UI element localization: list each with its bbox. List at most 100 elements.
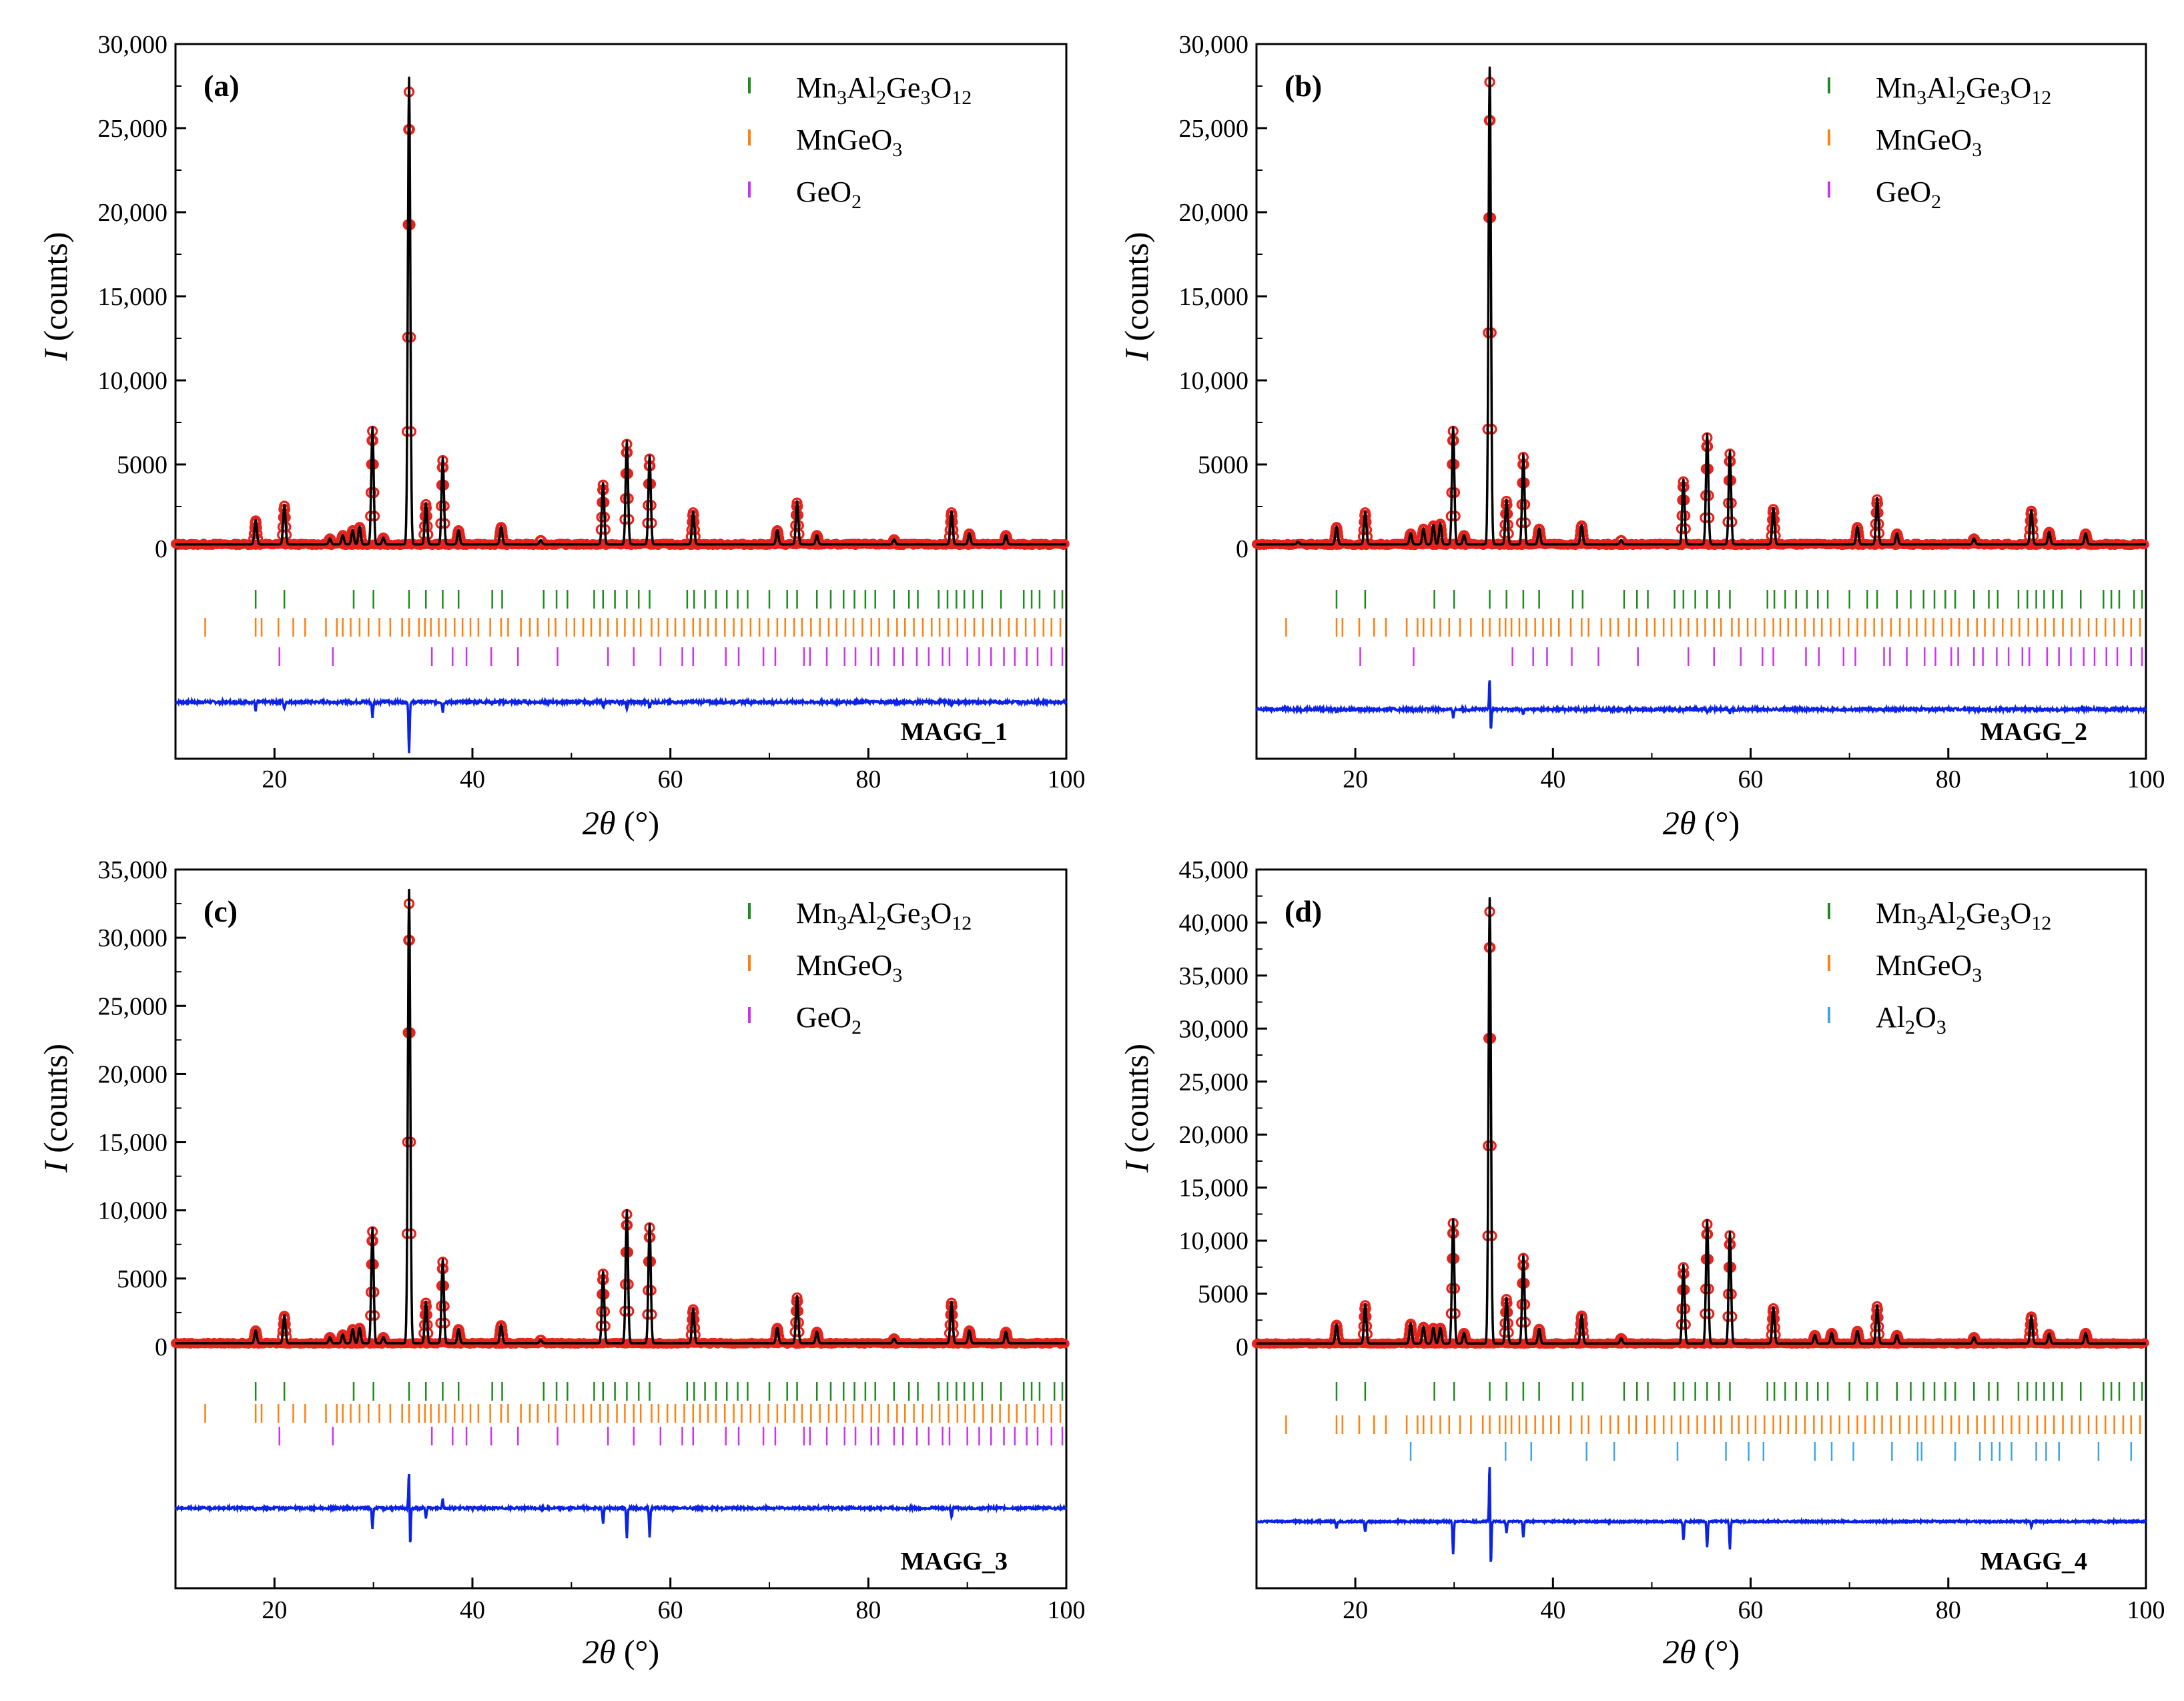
- panel-label: (c): [204, 894, 238, 928]
- legend-text-part: Mn: [1876, 71, 1916, 104]
- legend-label: GeO2: [796, 176, 861, 213]
- y-axis-title: I (counts): [37, 232, 74, 362]
- legend-text-part: Al: [1926, 897, 1956, 930]
- x-tick-label: 80: [1936, 1596, 1961, 1624]
- y-axis-title: I (counts): [37, 1044, 74, 1173]
- x-axis-symbol: 2θ: [1663, 804, 1696, 841]
- y-tick-label: 5000: [1198, 451, 1248, 479]
- legend-text-part: Al: [847, 71, 876, 104]
- x-tick-label: 80: [855, 765, 881, 793]
- legend-text-part: O: [2010, 71, 2031, 104]
- y-tick-label: 25,000: [1179, 1068, 1249, 1096]
- y-axis-symbol: I: [37, 1160, 74, 1173]
- legend-subscript: 3: [892, 964, 902, 986]
- bragg-ticks-GeO2: [1359, 647, 2143, 666]
- x-axis-symbol: 2θ: [583, 804, 616, 841]
- y-tick-label: 20,000: [1179, 199, 1249, 227]
- calculated-series: [1255, 897, 2147, 1345]
- x-axis-unit: (°): [615, 804, 659, 841]
- legend-label: Mn3Al2Ge3O12: [796, 897, 972, 934]
- legend-subscript: 12: [2031, 87, 2051, 109]
- x-axis-title: 2θ (°): [1663, 1633, 1740, 1670]
- legend-subscript: 3: [920, 912, 930, 934]
- y-tick-label: 35,000: [1179, 962, 1249, 990]
- legend-text-part: Al: [1926, 71, 1956, 104]
- y-tick-label: 30,000: [98, 31, 168, 59]
- plot-frame: [1255, 43, 2147, 760]
- calculated-series: [1255, 66, 2147, 546]
- observed-point: [535, 535, 547, 547]
- observed-point: [1617, 1335, 1628, 1347]
- observed-series: [1252, 76, 2149, 551]
- legend-subscript: 3: [1916, 912, 1926, 934]
- plot-frame: [174, 868, 1068, 1590]
- x-tick-label: 20: [262, 765, 287, 793]
- legend-text-part: MnGeO: [1876, 949, 1972, 982]
- x-tick-label: 40: [460, 1596, 485, 1624]
- observed-point: [1969, 535, 1980, 546]
- legend-subscript: 2: [851, 191, 861, 213]
- legend-subscript: 3: [1936, 1016, 1946, 1038]
- x-tick-label: 100: [2127, 1596, 2165, 1624]
- legend-label: Mn3Al2Ge3O12: [796, 71, 972, 109]
- y-tick-label: 30,000: [1179, 1015, 1249, 1043]
- bragg-ticks-Mn3Al2Ge3O12: [254, 1382, 1064, 1401]
- y-tick-label: 0: [155, 1333, 167, 1361]
- legend-subscript: 12: [952, 87, 972, 109]
- legend-subscript: 3: [2000, 912, 2010, 934]
- x-tick-label: 80: [1936, 765, 1961, 793]
- observed-point: [326, 1335, 337, 1347]
- bragg-ticks-MnGeO3: [204, 618, 1062, 637]
- y-tick-label: 20,000: [1179, 1121, 1249, 1149]
- legend-text-part: O: [930, 897, 952, 930]
- y-axis-symbol: I: [1118, 348, 1155, 362]
- x-tick-label: 100: [2127, 765, 2165, 793]
- sample-label: MAGG_3: [901, 1548, 1008, 1576]
- legend-text-part: Ge: [1966, 897, 2000, 930]
- x-axis-title: 2θ (°): [1663, 804, 1740, 841]
- bragg-ticks-MnGeO3: [204, 1404, 1062, 1423]
- legend-text-part: MnGeO: [1876, 123, 1972, 156]
- legend-subscript: 3: [1916, 87, 1926, 109]
- bragg-ticks-Mn3Al2Ge3O12: [254, 590, 1064, 609]
- x-tick-label: 60: [1738, 1596, 1764, 1624]
- legend-text-part: GeO: [796, 1001, 851, 1034]
- y-tick-label: 25,000: [98, 115, 168, 143]
- legend-subscript: 3: [1972, 964, 1982, 986]
- observed-point: [889, 1334, 901, 1346]
- legend-label: MnGeO3: [796, 123, 902, 161]
- legend-label: MnGeO3: [1876, 949, 1982, 986]
- observed-series: [1252, 906, 2149, 1349]
- calculated-series: [174, 76, 1068, 546]
- x-tick-label: 40: [460, 765, 485, 793]
- x-tick-label: 20: [1343, 1596, 1368, 1624]
- y-tick-label: 30,000: [98, 924, 168, 952]
- y-tick-label: 15,000: [1179, 283, 1249, 311]
- sample-label: MAGG_1: [901, 718, 1008, 746]
- legend-label: MnGeO3: [1876, 123, 1982, 161]
- legend-text-part: MnGeO: [796, 949, 892, 982]
- observed-point: [535, 1335, 547, 1346]
- legend-text-part: GeO: [1876, 176, 1931, 208]
- legend-subscript: 3: [2000, 87, 2010, 109]
- y-tick-label: 10,000: [98, 1197, 168, 1225]
- x-axis-title: 2θ (°): [583, 1633, 659, 1670]
- difference-series: [175, 696, 1068, 753]
- bragg-ticks-MnGeO3: [1285, 1415, 2141, 1434]
- y-tick-label: 0: [1236, 535, 1248, 563]
- y-axis-symbol: I: [1118, 1160, 1155, 1173]
- legend-text-part: Al: [847, 897, 876, 930]
- y-axis-unit: (counts): [37, 1044, 74, 1161]
- difference-series: [1255, 680, 2147, 729]
- y-tick-label: 15,000: [98, 1129, 168, 1157]
- x-axis-unit: (°): [1696, 804, 1740, 841]
- observed-point: [1616, 535, 1627, 547]
- y-tick-label: 40,000: [1179, 909, 1249, 937]
- panel-magg-1: 0 5000 10,000 15,000 20,000 25,000 30,000 20 40 6…: [37, 31, 1086, 841]
- legend-subscript: 2: [1905, 1016, 1915, 1038]
- bragg-ticks-GeO2: [278, 647, 1064, 666]
- x-tick-label: 20: [262, 1596, 287, 1624]
- y-tick-label: 10,000: [98, 367, 168, 395]
- y-tick-label: 25,000: [98, 992, 168, 1020]
